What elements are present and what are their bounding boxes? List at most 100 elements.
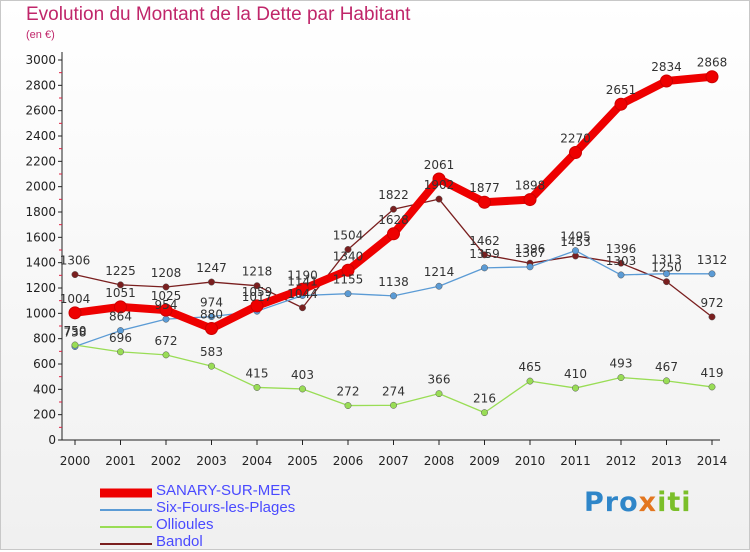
data-point — [117, 327, 124, 335]
chart-subtitle: (en €) — [26, 29, 55, 41]
data-point — [663, 278, 670, 286]
data-label: 1504 — [333, 228, 364, 242]
data-point — [617, 259, 625, 267]
data-label: 2061 — [424, 158, 455, 172]
data-point — [617, 374, 625, 382]
data-point — [663, 270, 670, 278]
data-label: 750 — [64, 324, 87, 338]
data-label: 1218 — [242, 265, 273, 279]
x-tick-label: 2007 — [378, 454, 409, 468]
x-tick-label: 2004 — [242, 454, 273, 468]
y-tick-label: 1800 — [25, 205, 56, 219]
data-point — [708, 313, 716, 321]
data-label: 972 — [701, 296, 724, 310]
y-tick-label: 2200 — [25, 154, 56, 168]
data-label: 1898 — [515, 179, 546, 193]
y-tick-label: 0 — [48, 433, 56, 447]
data-label: 1359 — [469, 247, 500, 261]
legend-label: Bandol — [156, 533, 203, 550]
data-label: 415 — [246, 366, 269, 380]
y-tick-label: 1000 — [25, 306, 56, 320]
logo-text-part1: Pro — [584, 487, 639, 518]
x-tick-label: 2014 — [697, 454, 728, 468]
x-tick-label: 2008 — [424, 454, 455, 468]
y-tick-label: 2800 — [25, 78, 56, 92]
data-point — [253, 282, 261, 290]
data-point — [253, 383, 261, 391]
data-label: 1051 — [105, 286, 136, 300]
data-point — [162, 351, 170, 359]
data-label: 1312 — [697, 253, 728, 267]
legend-swatch — [100, 508, 152, 511]
data-label: 583 — [200, 345, 223, 359]
data-point — [481, 409, 488, 417]
data-point — [390, 401, 397, 409]
y-tick-label: 1200 — [25, 281, 56, 295]
x-tick-label: 2002 — [151, 454, 182, 468]
data-label: 1462 — [469, 234, 500, 248]
x-tick-label: 2012 — [606, 454, 637, 468]
data-label: 1214 — [424, 265, 455, 279]
data-label: 1225 — [105, 264, 136, 278]
data-point — [569, 145, 582, 159]
data-label: 1208 — [151, 266, 182, 280]
data-label: 672 — [155, 334, 178, 348]
legend-label: Six-Fours-les-Plages — [156, 499, 296, 516]
data-label: 1247 — [196, 261, 227, 275]
data-point — [71, 271, 79, 279]
legend-swatch — [100, 488, 152, 497]
proxiti-logo: Proxiti — [584, 487, 692, 518]
legend-swatch — [100, 542, 152, 545]
data-point — [663, 377, 670, 385]
data-point — [705, 70, 719, 84]
data-label: 1313 — [651, 253, 682, 267]
data-label: 467 — [655, 360, 678, 374]
data-point — [205, 322, 218, 336]
data-point — [435, 282, 443, 290]
data-point — [572, 247, 579, 255]
data-point — [117, 281, 124, 289]
x-tick-label: 2005 — [287, 454, 318, 468]
data-point — [299, 385, 306, 393]
data-point — [435, 390, 443, 398]
data-point — [341, 263, 355, 277]
x-tick-label: 2006 — [333, 454, 364, 468]
data-label: 1628 — [378, 213, 409, 227]
data-label: 272 — [337, 385, 360, 399]
data-point — [159, 303, 173, 317]
data-point — [114, 300, 127, 314]
data-point — [572, 384, 579, 392]
data-point — [68, 306, 82, 320]
data-label: 880 — [200, 308, 223, 322]
data-point — [614, 97, 628, 111]
y-tick-label: 2000 — [25, 180, 56, 194]
logo-text-part3: iti — [657, 487, 692, 518]
data-label: 419 — [701, 366, 724, 380]
data-label: 696 — [109, 331, 132, 345]
y-tick-label: 2600 — [25, 104, 56, 118]
data-label: 465 — [519, 360, 542, 374]
x-tick-label: 2001 — [105, 454, 136, 468]
data-label: 1141 — [287, 274, 318, 288]
x-tick-label: 2013 — [651, 454, 682, 468]
data-label: 954 — [155, 298, 178, 312]
data-point — [344, 246, 352, 253]
data-label: 1004 — [60, 292, 91, 306]
data-point — [660, 74, 673, 88]
data-label: 1822 — [378, 188, 409, 202]
data-label: 410 — [564, 367, 587, 381]
data-label: 403 — [291, 368, 314, 382]
data-point — [208, 278, 215, 286]
data-label: 1367 — [515, 246, 546, 260]
data-label: 2868 — [697, 56, 728, 70]
data-point — [523, 193, 537, 207]
data-point — [390, 292, 397, 300]
data-point — [208, 362, 215, 370]
data-point — [162, 315, 170, 323]
data-label: 1190 — [287, 268, 318, 282]
legend-label: SANARY-SUR-MER — [156, 482, 292, 499]
x-tick-label: 2011 — [560, 454, 591, 468]
data-point — [162, 283, 170, 291]
y-tick-label: 1400 — [25, 256, 56, 270]
